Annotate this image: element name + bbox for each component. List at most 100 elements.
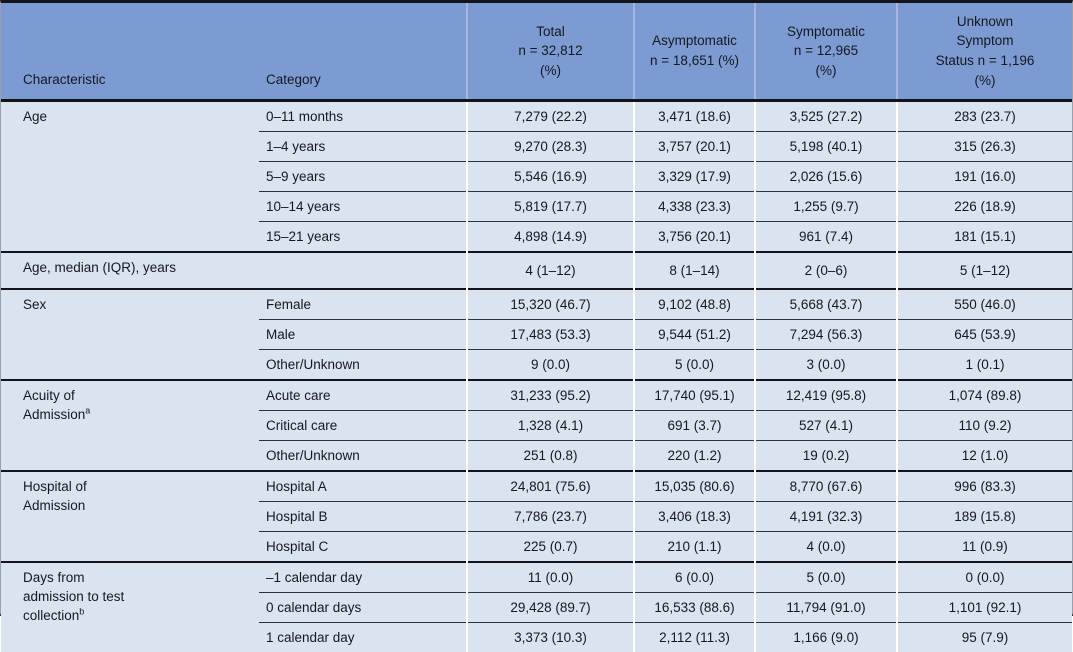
group-hospital: Hospital of Admission Hospital A 24,801 … xyxy=(1,471,1072,562)
total-cell: 4 (1–12) xyxy=(467,252,634,289)
category-cell: –1 calendar day xyxy=(259,562,467,593)
category-cell: Critical care xyxy=(259,411,467,441)
characteristics-table: Characteristic Category Total n = 32,812… xyxy=(0,0,1073,616)
category-cell: Acute care xyxy=(259,380,467,411)
unknown-cell: 1,101 (92.1) xyxy=(897,593,1072,623)
col-header-asymptomatic: Asymptomatic n = 18,651 (%) xyxy=(634,3,755,101)
category-cell: Male xyxy=(259,320,467,350)
col-header-total: Total n = 32,812 (%) xyxy=(467,3,634,101)
symptomatic-cell: 4,191 (32.3) xyxy=(755,502,897,532)
characteristic-cell: Acuity of Admissiona xyxy=(1,380,259,471)
table-row: Hospital of Admission Hospital A 24,801 … xyxy=(1,471,1072,502)
total-cell: 5,819 (17.7) xyxy=(467,192,634,222)
total-cell: 3,373 (10.3) xyxy=(467,623,634,652)
asymptomatic-cell: 8 (1–14) xyxy=(634,252,755,289)
total-cell: 15,320 (46.7) xyxy=(467,289,634,320)
asymptomatic-cell: 5 (0.0) xyxy=(634,350,755,381)
asymptomatic-cell: 691 (3.7) xyxy=(634,411,755,441)
asymptomatic-cell: 220 (1.2) xyxy=(634,441,755,472)
group-sex: Sex Female 15,320 (46.7) 9,102 (48.8) 5,… xyxy=(1,289,1072,380)
category-cell: Hospital A xyxy=(259,471,467,502)
characteristic-cell: Hospital of Admission xyxy=(1,471,259,562)
characteristic-label: Sex xyxy=(23,297,46,312)
total-cell: 7,786 (23.7) xyxy=(467,502,634,532)
asymptomatic-cell: 15,035 (80.6) xyxy=(634,471,755,502)
category-cell: 15–21 years xyxy=(259,222,467,253)
asymptomatic-cell: 3,329 (17.9) xyxy=(634,162,755,192)
total-cell: 31,233 (95.2) xyxy=(467,380,634,411)
characteristic-cell: Age, median (IQR), years xyxy=(1,252,259,289)
symptomatic-cell: 2,026 (15.6) xyxy=(755,162,897,192)
total-cell: 4,898 (14.9) xyxy=(467,222,634,253)
total-cell: 7,279 (22.2) xyxy=(467,101,634,132)
symptomatic-cell: 19 (0.2) xyxy=(755,441,897,472)
footnote-marker: b xyxy=(79,606,84,616)
table-row: Acuity of Admissiona Acute care 31,233 (… xyxy=(1,380,1072,411)
category-cell: 5–9 years xyxy=(259,162,467,192)
table-row: Days from admission to test collectionb … xyxy=(1,562,1072,593)
total-cell: 29,428 (89.7) xyxy=(467,593,634,623)
total-cell: 11 (0.0) xyxy=(467,562,634,593)
characteristic-label: Hospital of Admission xyxy=(23,479,87,513)
symptomatic-cell: 5 (0.0) xyxy=(755,562,897,593)
symptomatic-cell: 3 (0.0) xyxy=(755,350,897,381)
characteristic-label: Age, median (IQR), years xyxy=(23,260,176,275)
unknown-cell: 1,074 (89.8) xyxy=(897,380,1072,411)
category-cell: 10–14 years xyxy=(259,192,467,222)
category-cell: 1 calendar day xyxy=(259,623,467,652)
asymptomatic-cell: 3,756 (20.1) xyxy=(634,222,755,253)
characteristic-label: Age xyxy=(23,109,47,124)
total-cell: 17,483 (53.3) xyxy=(467,320,634,350)
unknown-cell: 181 (15.1) xyxy=(897,222,1072,253)
col-header-category: Category xyxy=(259,3,467,101)
characteristic-cell: Days from admission to test collectionb xyxy=(1,562,259,652)
characteristic-label: Acuity of Admission xyxy=(23,388,85,422)
symptomatic-cell: 4 (0.0) xyxy=(755,532,897,563)
category-cell: Other/Unknown xyxy=(259,350,467,381)
unknown-cell: 996 (83.3) xyxy=(897,471,1072,502)
asymptomatic-cell: 3,757 (20.1) xyxy=(634,132,755,162)
group-acuity: Acuity of Admissiona Acute care 31,233 (… xyxy=(1,380,1072,471)
category-cell: 1–4 years xyxy=(259,132,467,162)
total-cell: 251 (0.8) xyxy=(467,441,634,472)
asymptomatic-cell: 16,533 (88.6) xyxy=(634,593,755,623)
col-header-unknown-symptom-status: Unknown Symptom Status n = 1,196 (%) xyxy=(897,3,1072,101)
unknown-cell: 1 (0.1) xyxy=(897,350,1072,381)
asymptomatic-cell: 9,102 (48.8) xyxy=(634,289,755,320)
demographics-table: Characteristic Category Total n = 32,812… xyxy=(1,3,1072,652)
unknown-cell: 191 (16.0) xyxy=(897,162,1072,192)
asymptomatic-cell: 210 (1.1) xyxy=(634,532,755,563)
symptomatic-cell: 11,794 (91.0) xyxy=(755,593,897,623)
category-cell: Hospital C xyxy=(259,532,467,563)
unknown-cell: 95 (7.9) xyxy=(897,623,1072,652)
unknown-cell: 11 (0.9) xyxy=(897,532,1072,563)
category-cell: 0–11 months xyxy=(259,101,467,132)
symptomatic-cell: 961 (7.4) xyxy=(755,222,897,253)
table-row: Sex Female 15,320 (46.7) 9,102 (48.8) 5,… xyxy=(1,289,1072,320)
asymptomatic-cell: 6 (0.0) xyxy=(634,562,755,593)
symptomatic-cell: 2 (0–6) xyxy=(755,252,897,289)
group-age: Age 0–11 months 7,279 (22.2) 3,471 (18.6… xyxy=(1,101,1072,253)
total-cell: 9 (0.0) xyxy=(467,350,634,381)
symptomatic-cell: 1,255 (9.7) xyxy=(755,192,897,222)
symptomatic-cell: 527 (4.1) xyxy=(755,411,897,441)
symptomatic-cell: 1,166 (9.0) xyxy=(755,623,897,652)
total-cell: 1,328 (4.1) xyxy=(467,411,634,441)
total-cell: 5,546 (16.9) xyxy=(467,162,634,192)
header-row: Characteristic Category Total n = 32,812… xyxy=(1,3,1072,101)
unknown-cell: 12 (1.0) xyxy=(897,441,1072,472)
asymptomatic-cell: 9,544 (51.2) xyxy=(634,320,755,350)
asymptomatic-cell: 4,338 (23.3) xyxy=(634,192,755,222)
unknown-cell: 110 (9.2) xyxy=(897,411,1072,441)
total-cell: 225 (0.7) xyxy=(467,532,634,563)
table-row: Age, median (IQR), years 4 (1–12) 8 (1–1… xyxy=(1,252,1072,289)
table-row: Age 0–11 months 7,279 (22.2) 3,471 (18.6… xyxy=(1,101,1072,132)
unknown-cell: 0 (0.0) xyxy=(897,562,1072,593)
characteristic-cell: Sex xyxy=(1,289,259,380)
unknown-cell: 283 (23.7) xyxy=(897,101,1072,132)
asymptomatic-cell: 3,406 (18.3) xyxy=(634,502,755,532)
total-cell: 24,801 (75.6) xyxy=(467,471,634,502)
unknown-cell: 5 (1–12) xyxy=(897,252,1072,289)
category-cell: Female xyxy=(259,289,467,320)
symptomatic-cell: 12,419 (95.8) xyxy=(755,380,897,411)
